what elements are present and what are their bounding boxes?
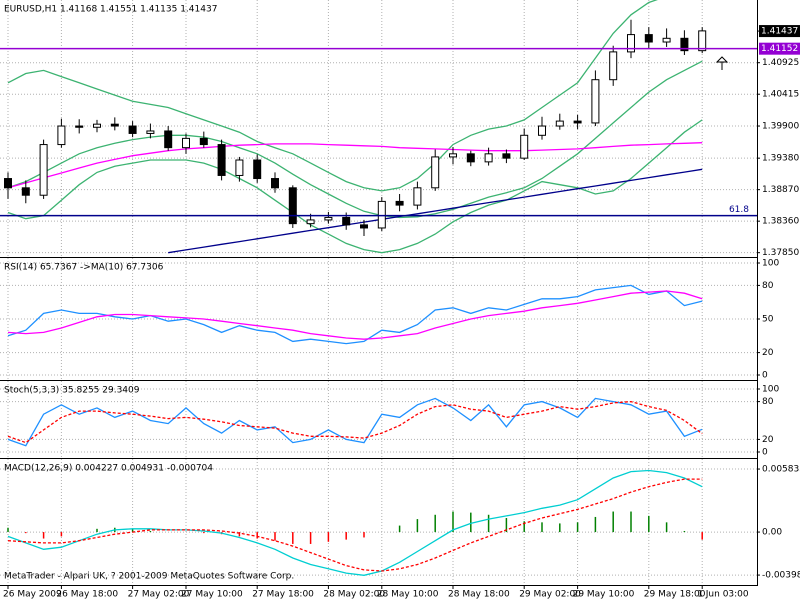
candle-body: [520, 134, 529, 159]
x-tick-label: 29 May 10:00: [573, 590, 635, 600]
candle-body: [377, 200, 386, 229]
indicator-line: [7, 478, 703, 572]
candle-body: [39, 144, 48, 196]
indicator-line: [7, 469, 703, 576]
candle-body: [342, 216, 351, 226]
candle-body: [413, 187, 422, 206]
pane-title: EURUSD,H1 1.41168 1.41551 1.41135 1.4143…: [4, 5, 217, 15]
current-price-label: 1.41437: [761, 27, 798, 37]
candle-body: [538, 125, 546, 136]
arrow-icon: [715, 56, 729, 70]
indicator-line: [168, 168, 703, 254]
level-label: 1.41152: [761, 44, 798, 54]
x-tick-label: 29 May 02:00: [519, 590, 581, 600]
y-tick-label: 50: [762, 315, 774, 325]
candle-body: [484, 153, 493, 163]
y-tick-label: 100: [762, 385, 779, 395]
candle-body: [288, 187, 297, 225]
level-label-box: [759, 42, 800, 55]
y-tick-label: 80: [762, 281, 774, 291]
y-tick-label: 1.40925: [762, 58, 799, 68]
candle-body: [217, 144, 226, 176]
indicator-line: [7, 142, 703, 189]
candle-body: [360, 224, 368, 229]
pane-title: Stoch(5,3,3) 35.8255 29.3409: [4, 386, 140, 396]
candle-body: [199, 137, 208, 146]
x-tick-label: 27 May 18:00: [252, 590, 314, 600]
candle-body: [466, 153, 475, 163]
candle-body: [21, 187, 30, 196]
indicator-line: [7, 400, 703, 444]
y-tick-label: 0: [762, 371, 768, 381]
indicator-line: [7, 284, 703, 345]
candle-body: [680, 37, 689, 52]
x-tick-label: 26 May 2009: [3, 590, 62, 600]
y-tick-label: 1.38870: [762, 185, 799, 195]
indicator-line: [7, 0, 703, 192]
x-tick-label: 28 May 18:00: [448, 590, 510, 600]
indicator-line: [7, 60, 703, 219]
y-tick-label: 1.38360: [762, 217, 799, 227]
x-tick-label: 27 May 10:00: [181, 590, 243, 600]
candle-body: [271, 178, 279, 189]
candle-body: [555, 120, 564, 127]
candle-body: [182, 137, 190, 149]
y-tick-label: 100: [762, 259, 779, 269]
candle-body: [253, 159, 262, 180]
candle-body: [235, 159, 244, 176]
candle-body: [644, 34, 653, 43]
price-label-box: [759, 25, 800, 38]
y-tick-label: 1.39380: [762, 154, 799, 164]
candle-body: [395, 200, 404, 206]
candle-body: [110, 123, 119, 127]
y-tick-label: 1.37850: [762, 248, 799, 258]
y-tick-label: 0.005833: [762, 465, 800, 475]
y-tick-label: 0.00: [762, 528, 782, 538]
candle-body: [627, 34, 635, 53]
candle-body: [128, 125, 137, 134]
footer: MetaTrader - Alpari UK, ? 2001-2009 Meta…: [4, 572, 294, 582]
pane-title: MACD(12,26,9) 0.004227 0.004931 -0.00070…: [4, 464, 213, 474]
candle-body: [698, 30, 707, 52]
candle-body: [146, 130, 155, 134]
fib-label: 61.8: [729, 205, 749, 215]
indicator-line: [7, 119, 703, 254]
pane-title: RSI(14) 65.7367 ->MA(10) 67.7306: [4, 263, 164, 273]
x-tick-label: 28 May 02:00: [323, 590, 385, 600]
candle-body: [609, 51, 618, 81]
x-tick-label: 26 May 18:00: [56, 590, 118, 600]
candle-body: [591, 79, 600, 124]
x-tick-label: 1 Jun 03:00: [697, 590, 749, 600]
candle-body: [502, 153, 511, 159]
candle-body: [57, 125, 66, 146]
candle-body: [573, 120, 582, 124]
y-tick-label: -0.003981: [762, 571, 800, 581]
candle-body: [75, 125, 84, 128]
x-tick-label: 29 May 18:00: [644, 590, 706, 600]
candle-body: [431, 156, 440, 189]
y-tick-label: 1.39900: [762, 122, 799, 132]
candle-body: [662, 37, 671, 43]
x-tick-label: 28 May 10:00: [377, 590, 439, 600]
y-tick-label: 1.40415: [762, 90, 799, 100]
candle-body: [4, 178, 12, 189]
candle-body: [324, 216, 333, 221]
indicator-line: [7, 290, 703, 340]
y-tick-label: 80: [762, 397, 774, 407]
candle-body: [164, 130, 173, 149]
y-tick-label: 20: [762, 348, 774, 358]
y-tick-label: 20: [762, 435, 774, 445]
x-tick-label: 27 May 02:00: [128, 590, 190, 600]
candle-body: [93, 123, 101, 128]
candle-body: [449, 153, 457, 158]
y-tick-label: 0: [762, 448, 768, 458]
candle-body: [306, 219, 315, 225]
